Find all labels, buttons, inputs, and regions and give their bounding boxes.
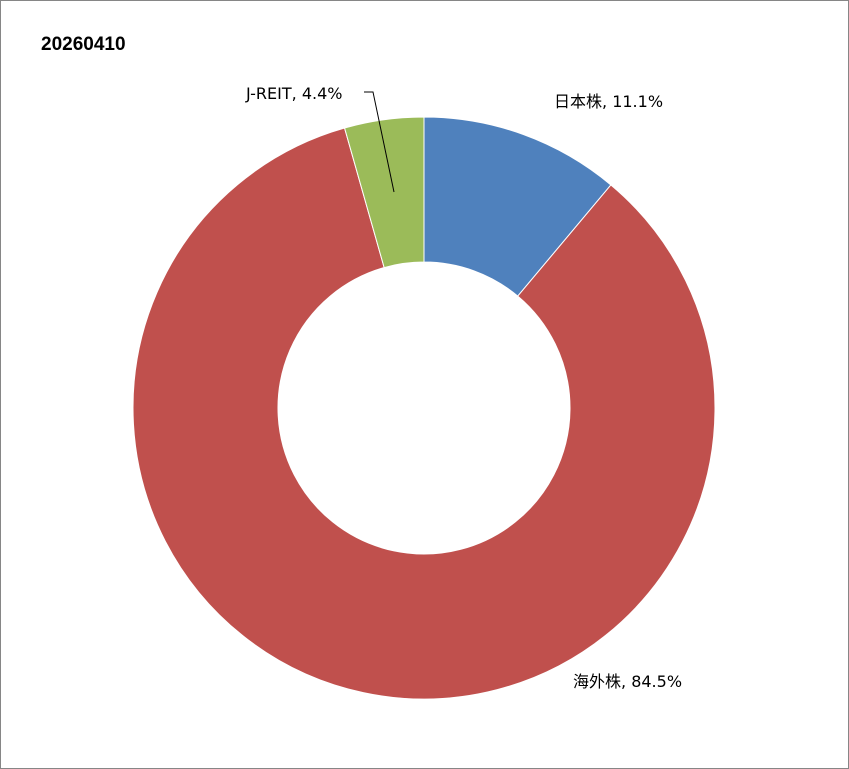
donut-slices [132, 116, 716, 700]
slice-label-foreign-stocks: 海外株, 84.5% [573, 672, 682, 691]
slice-label-jreit: J-REIT, 4.4% [245, 84, 342, 103]
slice-label-jreit-value: 4.4% [302, 84, 343, 103]
slice-label-japan-stocks-value: 11.1% [612, 92, 663, 111]
slice-label-japan-stocks-name: 日本株 [554, 92, 602, 111]
slice-label-foreign-stocks-value: 84.5% [631, 672, 682, 691]
slice-labels: 日本株, 11.1% 海外株, 84.5% J-REIT, 4.4% [245, 84, 682, 691]
chart-title: 20260410 [41, 34, 126, 55]
jreit-leader-line [364, 91, 395, 193]
slice-foreign-stocks [132, 127, 716, 700]
slice-label-jreit-name: J-REIT [245, 84, 292, 103]
slice-label-foreign-stocks-name: 海外株 [573, 672, 621, 691]
slice-label-japan-stocks: 日本株, 11.1% [554, 92, 663, 111]
slice-jreit [343, 116, 425, 269]
